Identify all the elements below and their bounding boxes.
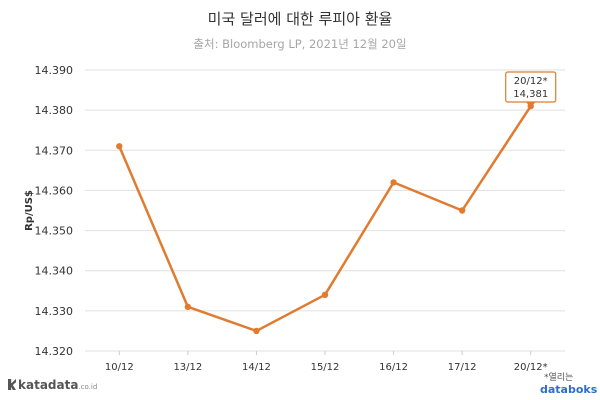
footnote: *열리는 [544, 373, 574, 383]
annotation-label: 20/12* [514, 76, 548, 87]
data-point [184, 303, 192, 311]
y-tick-label: 14.380 [35, 104, 74, 117]
y-tick-label: 14.360 [35, 184, 74, 197]
y-tick-label: 14.390 [35, 64, 74, 77]
x-tick-label: 10/12 [105, 362, 134, 373]
y-tick-label: 14.370 [35, 144, 74, 157]
x-tick-label: 13/12 [173, 362, 202, 373]
katadata-logo: katadata.co.id [8, 378, 97, 392]
y-axis-label: Rp/US$ [24, 190, 35, 231]
y-tick-label: 14.340 [35, 265, 74, 278]
y-tick-label: 14.330 [35, 305, 74, 318]
katadata-logo-suffix: .co.id [78, 383, 98, 391]
data-point [458, 207, 466, 214]
katadata-k-icon [8, 379, 16, 390]
y-tick-label: 14.350 [35, 225, 74, 238]
annotation-value: 14,381 [513, 89, 548, 100]
x-tick-label: 20/12* [514, 362, 548, 373]
data-point [390, 179, 397, 186]
chart-subtitle: 출처: Bloomberg LP, 2021년 12월 20일 [193, 37, 407, 51]
databoks-logo: databoks [540, 383, 598, 396]
x-tick-label: 17/12 [448, 362, 477, 373]
data-point [253, 327, 260, 335]
y-tick-label: 14.320 [35, 345, 74, 358]
data-point [116, 143, 123, 150]
annotation-pointer [525, 102, 536, 107]
x-tick-label: 16/12 [379, 362, 408, 373]
data-point [321, 291, 329, 298]
x-tick-label: 15/12 [311, 362, 340, 373]
x-tick-label: 14/12 [242, 362, 271, 373]
katadata-logo-text: katadata [18, 378, 79, 392]
chart-title: 미국 달러에 대한 루피아 환율 [207, 10, 393, 28]
